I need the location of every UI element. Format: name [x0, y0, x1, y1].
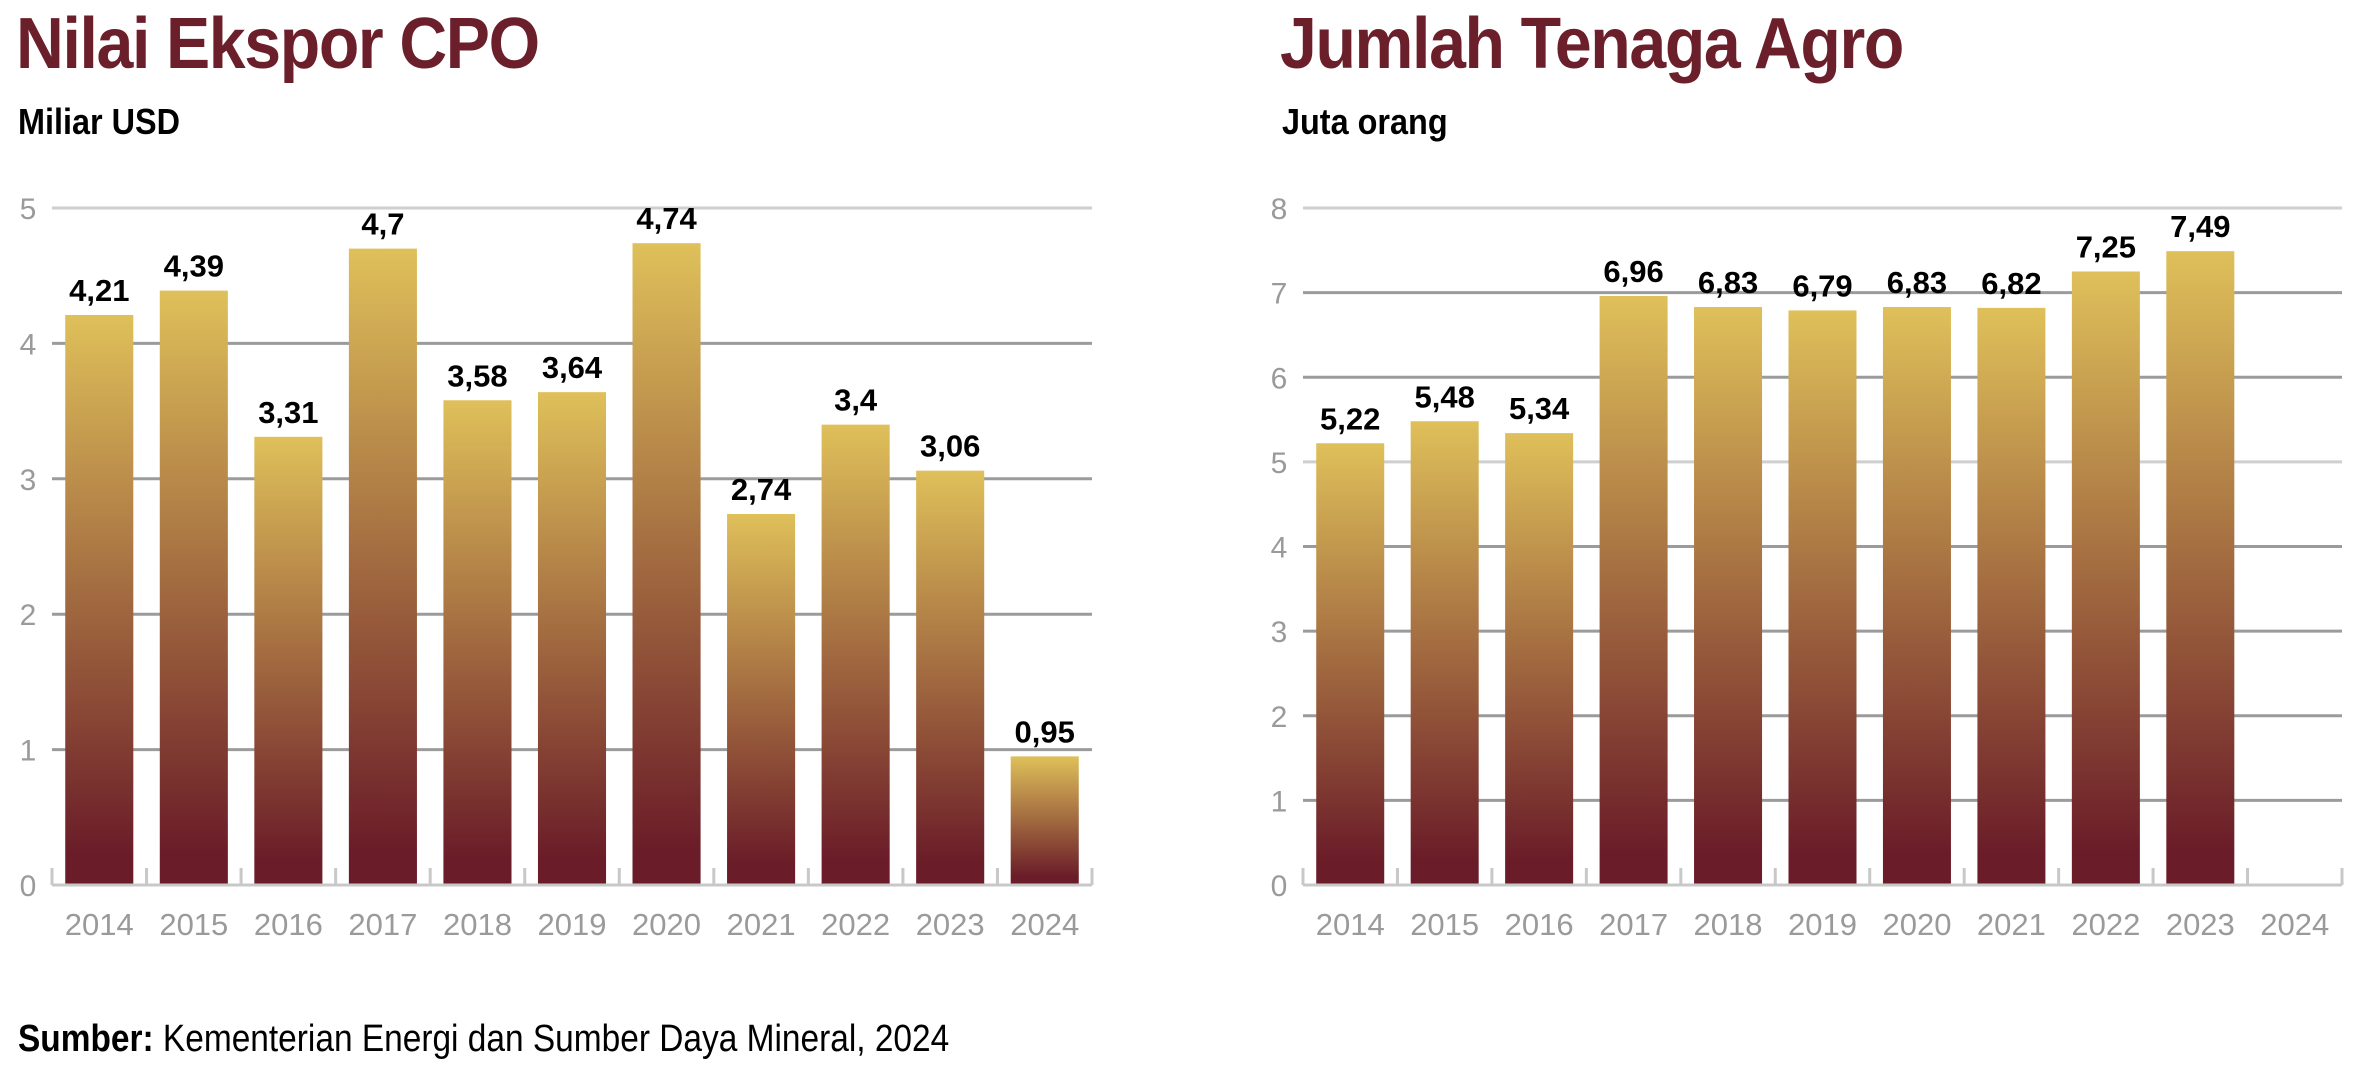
source-text: Kementerian Energi dan Sumber Daya Miner… — [153, 1018, 950, 1060]
data-label: 4,21 — [69, 273, 129, 308]
data-label: 3,4 — [834, 383, 878, 418]
bar-2016 — [254, 436, 323, 884]
x-tick-label: 2023 — [2166, 907, 2235, 942]
data-label: 5,22 — [1320, 401, 1380, 436]
x-tick-label: 2019 — [1788, 907, 1857, 942]
y-tick-label: 6 — [1271, 362, 1288, 395]
x-tick-label: 2024 — [1010, 907, 1079, 942]
bar-2024 — [1010, 756, 1079, 884]
chart-subtitle-tenaga-agro: Juta orang — [1282, 101, 1448, 142]
bar-2018 — [1694, 307, 1763, 884]
data-label: 6,79 — [1792, 268, 1852, 303]
x-tick-label: 2023 — [916, 907, 985, 942]
x-tick-label: 2015 — [159, 907, 228, 942]
y-tick-label: 5 — [20, 193, 37, 226]
x-tick-label: 2017 — [1599, 907, 1668, 942]
x-tick-label: 2021 — [727, 907, 796, 942]
chart-subtitle-ekspor-cpo: Miliar USD — [18, 101, 181, 142]
bar-chart-ekspor-cpo: 0 1 2 3 4 5 4,21 2014 4,39 2015 3,31 2016 4,7 2017 3,5… — [20, 193, 1094, 942]
x-tick-label: 2014 — [1316, 907, 1385, 942]
bar-2021 — [1977, 307, 2046, 884]
bar-2019 — [1788, 310, 1857, 884]
bar-2022 — [2071, 271, 2140, 884]
data-label: 6,96 — [1603, 254, 1663, 289]
y-tick-label: 2 — [20, 599, 37, 632]
bar-2020 — [1882, 307, 1951, 884]
bar-2014 — [65, 314, 134, 884]
x-tick-label: 2015 — [1410, 907, 1479, 942]
chart-title-ekspor-cpo: Nilai Ekspor CPO — [16, 4, 540, 84]
data-label: 5,34 — [1509, 391, 1570, 426]
data-label: 5,48 — [1415, 379, 1475, 414]
bar-2018 — [443, 400, 512, 884]
data-label: 6,82 — [1981, 266, 2041, 301]
bar-2023 — [916, 470, 985, 884]
x-tick-label: 2019 — [538, 907, 607, 942]
y-tick-label: 5 — [1271, 447, 1288, 480]
bar-2017 — [348, 248, 417, 884]
y-tick-label: 1 — [20, 735, 37, 768]
y-tick-label: 0 — [20, 870, 37, 903]
bar-2014 — [1316, 443, 1385, 884]
x-tick-label: 2016 — [1505, 907, 1574, 942]
y-tick-label: 7 — [1271, 278, 1288, 311]
data-label: 3,64 — [542, 350, 603, 385]
y-tick-label: 0 — [1271, 870, 1288, 903]
y-tick-label: 1 — [1271, 785, 1288, 818]
data-label: 6,83 — [1887, 265, 1947, 300]
data-label: 0,95 — [1015, 714, 1075, 749]
data-label: 6,83 — [1698, 265, 1758, 300]
data-label: 4,39 — [164, 249, 224, 284]
bar-2017 — [1599, 296, 1668, 884]
bar-chart-tenaga-agro: 0 1 2 3 4 5 6 7 8 5,22 2014 5,48 2015 5,34 2016 6,96 201… — [1271, 193, 2344, 942]
y-tick-label: 2 — [1271, 701, 1288, 734]
data-label: 3,31 — [258, 395, 318, 430]
bar-2016 — [1505, 433, 1574, 884]
x-tick-label: 2017 — [348, 907, 417, 942]
y-tick-label: 4 — [20, 328, 37, 361]
data-label: 7,49 — [2170, 209, 2230, 244]
data-label: 7,25 — [2076, 229, 2136, 264]
bar-2022 — [821, 424, 890, 884]
x-tick-label: 2020 — [1882, 907, 1951, 942]
data-label: 3,06 — [920, 429, 980, 464]
bar-2021 — [727, 514, 796, 884]
y-tick-label: 3 — [1271, 616, 1288, 649]
bar-2015 — [1410, 421, 1479, 884]
bar-2023 — [2166, 251, 2235, 884]
y-tick-label: 4 — [1271, 532, 1288, 565]
x-tick-label: 2020 — [632, 907, 701, 942]
data-label: 4,7 — [361, 207, 404, 242]
source-label: Sumber: — [18, 1018, 154, 1060]
chart-title-tenaga-agro: Jumlah Tenaga Agro — [1280, 4, 1904, 84]
y-tick-label: 3 — [20, 464, 37, 497]
bar-2019 — [537, 392, 607, 884]
bar-2015 — [159, 290, 228, 884]
source-note: Sumber: Kementerian Energi dan Sumber Da… — [18, 1018, 949, 1061]
bar-2020 — [632, 243, 701, 884]
x-tick-label: 2014 — [65, 907, 134, 942]
x-tick-label: 2018 — [443, 907, 512, 942]
x-tick-label: 2016 — [254, 907, 323, 942]
x-tick-label: 2022 — [2071, 907, 2140, 942]
x-tick-label: 2024 — [2260, 907, 2329, 942]
data-label: 3,58 — [447, 358, 507, 393]
y-tick-label: 8 — [1271, 193, 1288, 226]
x-tick-label: 2018 — [1694, 907, 1763, 942]
x-tick-label: 2022 — [821, 907, 890, 942]
data-label: 4,74 — [636, 201, 697, 236]
data-label: 2,74 — [731, 472, 792, 507]
x-tick-label: 2021 — [1977, 907, 2046, 942]
